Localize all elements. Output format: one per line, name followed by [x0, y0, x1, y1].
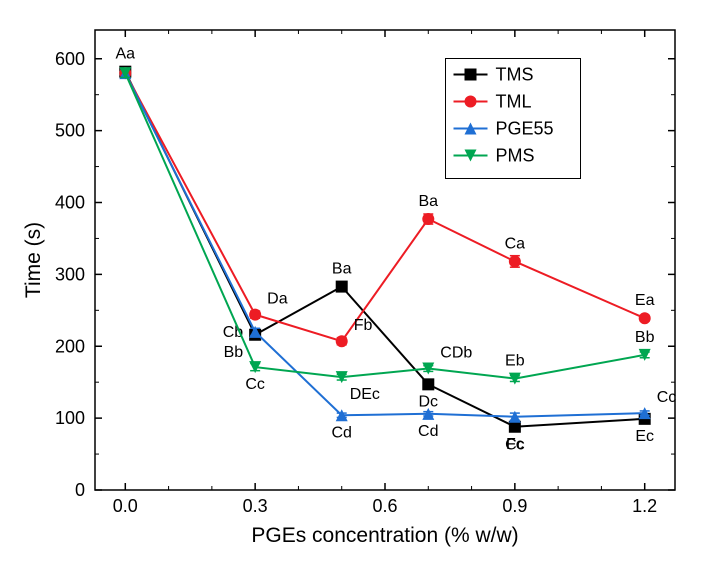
svg-text:Aa: Aa [116, 46, 136, 63]
svg-text:0.3: 0.3 [243, 496, 268, 516]
svg-text:600: 600 [55, 49, 85, 69]
svg-text:CDb: CDb [440, 345, 472, 362]
svg-text:100: 100 [55, 408, 85, 428]
x-axis-label: PGEs concentration (% w/w) [251, 524, 518, 547]
svg-text:Fb: Fb [354, 317, 373, 334]
svg-text:0.6: 0.6 [372, 496, 397, 516]
legend: TMS TML PGE55 PMS [446, 59, 581, 179]
svg-text:Cc: Cc [657, 389, 677, 406]
svg-text:Cd: Cd [418, 423, 438, 440]
svg-text:Ba: Ba [332, 261, 352, 278]
svg-text:Cc: Cc [245, 376, 265, 393]
svg-text:DEc: DEc [350, 386, 380, 403]
line-chart: 0.0 0.3 0.6 0.9 1.2 0 100 200 300 400 500 600 PGEs c… [0, 0, 710, 575]
svg-text:Eb: Eb [505, 353, 525, 370]
svg-text:0.0: 0.0 [113, 496, 138, 516]
svg-text:Da: Da [267, 291, 288, 308]
svg-text:0.9: 0.9 [502, 496, 527, 516]
svg-text:1.2: 1.2 [632, 496, 657, 516]
svg-text:Ea: Ea [635, 292, 655, 309]
svg-text:Cc: Cc [505, 437, 525, 454]
svg-text:Ba: Ba [418, 193, 438, 210]
svg-text:TML: TML [496, 92, 532, 112]
svg-text:Cd: Cd [331, 424, 351, 441]
svg-text:Bb: Bb [635, 329, 655, 346]
svg-text:Dc: Dc [419, 393, 439, 410]
svg-text:Ec: Ec [635, 428, 654, 445]
svg-text:400: 400 [55, 193, 85, 213]
svg-text:300: 300 [55, 264, 85, 284]
svg-text:Bb: Bb [224, 344, 244, 361]
svg-text:TMS: TMS [496, 65, 534, 85]
svg-text:PGE55: PGE55 [496, 119, 554, 139]
svg-text:0: 0 [75, 480, 85, 500]
y-axis-label: Time (s) [22, 222, 45, 298]
svg-text:PMS: PMS [496, 146, 535, 166]
svg-text:Ca: Ca [505, 235, 526, 252]
svg-text:200: 200 [55, 336, 85, 356]
svg-text:500: 500 [55, 121, 85, 141]
